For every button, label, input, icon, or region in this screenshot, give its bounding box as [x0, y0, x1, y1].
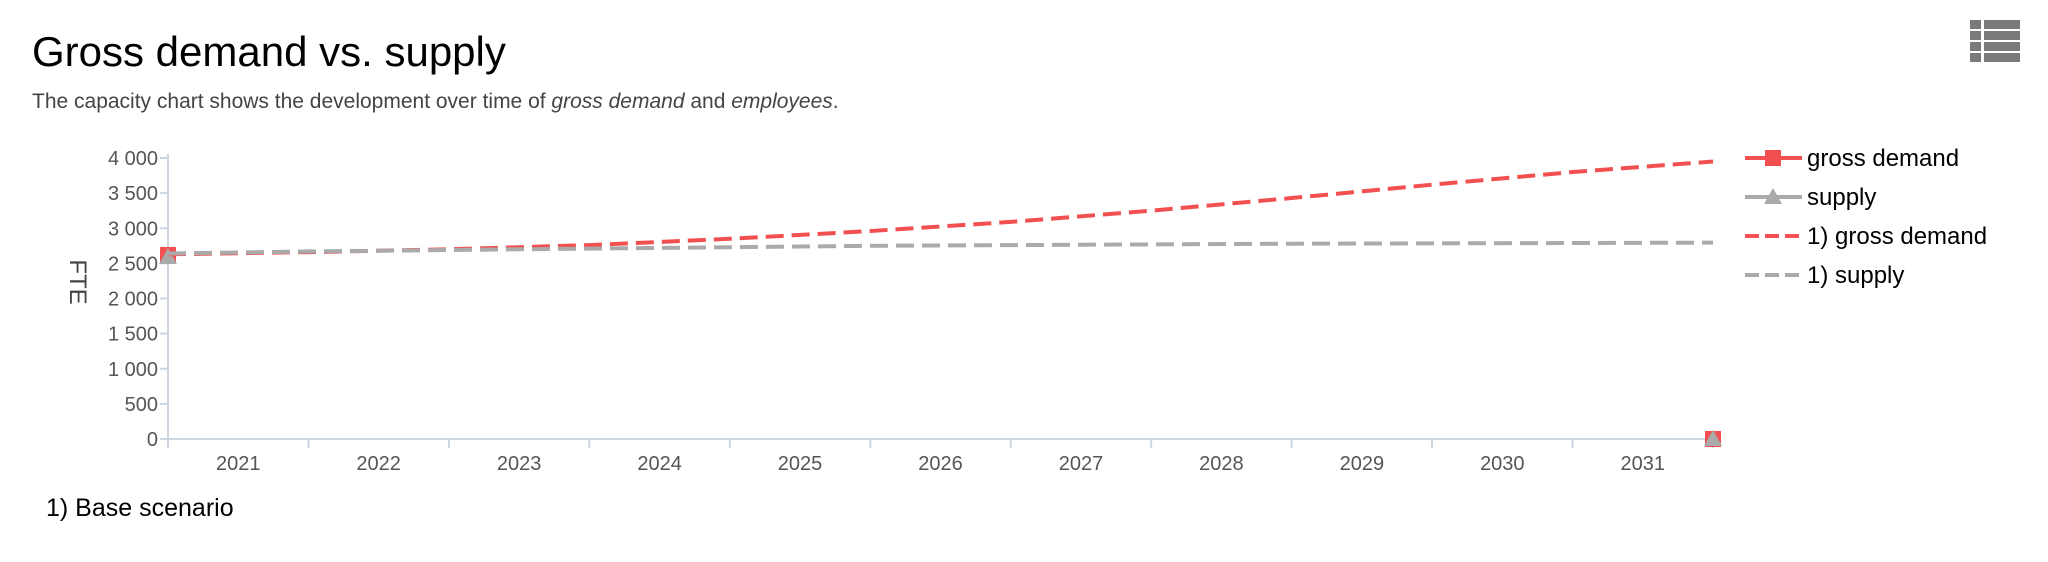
- series-marker-supply: [159, 248, 177, 265]
- series-marker-supply: [1704, 430, 1722, 446]
- y-tick-label: 1 500: [108, 324, 158, 346]
- chart-title: Gross demand vs. supply: [32, 28, 506, 75]
- y-tick-label: 3 500: [108, 183, 158, 205]
- x-tick-label: 2023: [497, 453, 542, 475]
- y-tick-label: 1 000: [108, 359, 158, 381]
- legend-marker: [1765, 150, 1781, 166]
- y-tick-label: 2 000: [108, 289, 158, 311]
- x-tick-label: 2028: [1199, 453, 1244, 475]
- x-tick-label: 2030: [1480, 453, 1525, 475]
- x-tick-label: 2026: [918, 453, 963, 475]
- subtitle-prefix: The capacity chart shows the development…: [32, 90, 552, 113]
- x-tick-label: 2025: [778, 453, 823, 475]
- x-tick-label: 2031: [1621, 453, 1666, 475]
- x-tick-label: 2024: [637, 453, 682, 475]
- legend-label: 1) gross demand: [1807, 223, 1987, 250]
- y-tick-label: 2 500: [108, 253, 158, 275]
- chart-subtitle: The capacity chart shows the development…: [32, 90, 839, 114]
- footnote: 1) Base scenario: [46, 494, 234, 522]
- y-axis-title: FTE: [64, 259, 91, 304]
- subtitle-term-gross-demand: gross demand: [551, 90, 685, 113]
- series-line-1-gross-demand: [167, 159, 1714, 257]
- subtitle-mid: and: [684, 90, 732, 113]
- x-tick-label: 2027: [1059, 453, 1104, 475]
- legend-label: 1) supply: [1807, 262, 1904, 289]
- x-tick-label: 2021: [216, 453, 261, 475]
- list-menu-icon[interactable]: [1970, 20, 2020, 62]
- y-tick-label: 500: [125, 394, 158, 416]
- y-tick-label: 3 000: [108, 218, 158, 240]
- subtitle-term-employees: employees: [731, 90, 833, 113]
- x-tick-label: 2029: [1340, 453, 1385, 475]
- y-tick-label: 0: [147, 429, 158, 451]
- legend-label: supply: [1807, 184, 1876, 211]
- subtitle-suffix: .: [832, 90, 839, 113]
- series-line-1-supply: [167, 240, 1714, 256]
- y-tick-label: 4 000: [108, 148, 158, 170]
- legend-marker: [1764, 188, 1782, 204]
- x-tick-label: 2022: [356, 453, 401, 475]
- legend-label: gross demand: [1807, 145, 1959, 172]
